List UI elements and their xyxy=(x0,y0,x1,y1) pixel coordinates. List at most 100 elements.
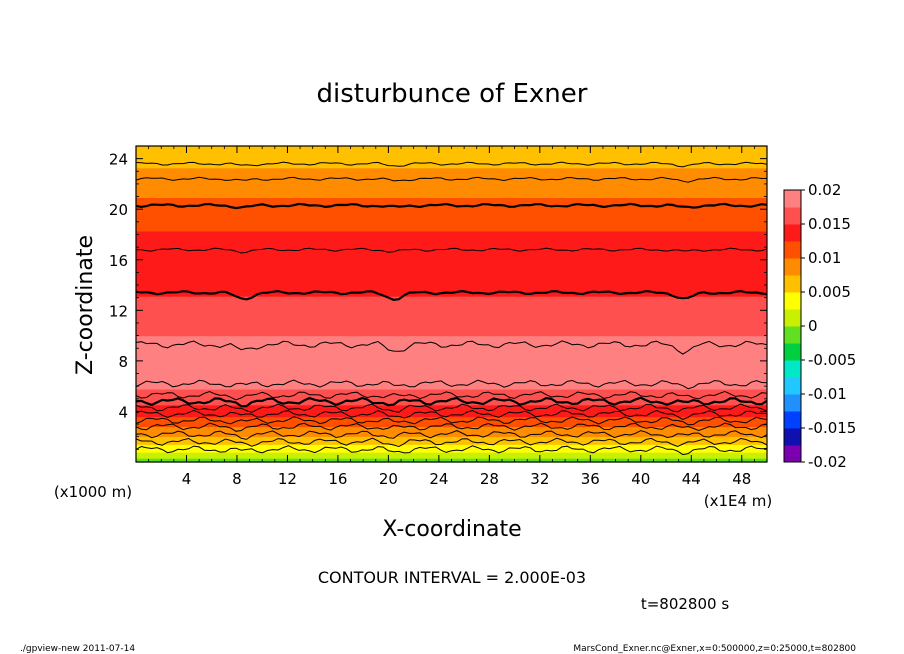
contour-band xyxy=(136,416,767,420)
contour-band xyxy=(136,353,767,356)
contour-band xyxy=(136,155,767,159)
y-axis-label: Z-coordinate xyxy=(73,235,98,375)
contour-band xyxy=(136,402,767,406)
x-tick-label: 40 xyxy=(631,470,650,488)
contour-band xyxy=(136,426,767,430)
x-tick-label: 4 xyxy=(182,470,192,488)
contour-band xyxy=(136,333,767,337)
contour-band xyxy=(136,268,767,272)
contour-band xyxy=(136,209,767,212)
contour-band xyxy=(136,351,767,354)
contour-band xyxy=(136,221,767,224)
contour-band xyxy=(136,446,767,449)
contour-band xyxy=(136,390,767,394)
contour-band xyxy=(136,428,767,431)
colorbar-swatch xyxy=(784,224,801,242)
colorbar-swatch xyxy=(784,360,801,378)
contour-band xyxy=(136,207,767,210)
contour-band xyxy=(136,278,767,281)
x-tick-label: 48 xyxy=(732,470,751,488)
contour-band xyxy=(136,319,767,323)
contour-band xyxy=(136,424,767,428)
contour-band xyxy=(136,240,767,244)
contour-band xyxy=(136,201,767,204)
plot-area xyxy=(135,145,768,463)
contour-band xyxy=(136,327,767,331)
contour-band xyxy=(136,252,767,256)
contour-band xyxy=(136,436,767,439)
colorbar-swatch xyxy=(784,411,801,429)
contour-band xyxy=(136,454,767,457)
contour-band xyxy=(136,226,767,230)
contour-band xyxy=(136,171,767,175)
y-tick-label: 24 xyxy=(109,151,128,169)
contour-band xyxy=(136,211,767,214)
contour-band xyxy=(136,349,767,352)
footer-left: ./gpview-new 2011-07-14 xyxy=(20,644,135,654)
contour-band xyxy=(136,262,767,266)
contour-band xyxy=(136,286,767,289)
contour-band xyxy=(136,149,767,153)
contour-band xyxy=(136,302,767,305)
contour-band xyxy=(136,305,767,309)
contour-band xyxy=(136,359,767,362)
colorbar-label: 0 xyxy=(808,317,818,335)
contour-band xyxy=(136,264,767,268)
colorbar-label: 0.02 xyxy=(808,181,841,199)
contour-band xyxy=(136,335,767,339)
x-tick-label: 44 xyxy=(682,470,701,488)
contour-line xyxy=(135,437,768,448)
contour-band xyxy=(136,242,767,246)
contour-band xyxy=(136,450,767,453)
contour-band xyxy=(136,361,767,364)
contour-band xyxy=(136,329,767,333)
contour-band xyxy=(136,408,767,412)
colorbar-label: -0.005 xyxy=(808,351,856,369)
contour-line xyxy=(135,409,768,420)
contour-band xyxy=(136,296,767,299)
contour-band xyxy=(136,345,767,349)
contour-band xyxy=(136,383,767,386)
contour-band xyxy=(136,215,767,218)
contour-band xyxy=(136,412,767,416)
contour-line xyxy=(135,422,768,432)
contour-band xyxy=(136,266,767,270)
contour-band xyxy=(136,173,767,177)
colorbar-swatch xyxy=(784,343,801,361)
contour-band xyxy=(136,159,767,163)
contour-band xyxy=(136,337,767,341)
contour-band xyxy=(136,379,767,382)
contour-band xyxy=(136,298,767,301)
contour-band xyxy=(136,205,767,208)
contour-band xyxy=(136,420,767,424)
contour-band xyxy=(136,165,767,169)
x-tick-label: 12 xyxy=(278,470,297,488)
contour-line xyxy=(135,340,768,355)
chart-title: disturbunce of Exner xyxy=(317,79,588,109)
contour-band xyxy=(136,284,767,287)
contour-band xyxy=(136,151,767,155)
x-ticks: 4 8 12 16 20 24 28 32 36 40 44 48 xyxy=(148,146,755,488)
contour-band xyxy=(136,418,767,422)
contour-band xyxy=(136,177,767,181)
contour-band xyxy=(136,197,767,200)
contour-band xyxy=(136,256,767,260)
contour-band xyxy=(136,189,767,193)
y-tick-label: 16 xyxy=(109,252,128,270)
contour-band xyxy=(136,167,767,171)
contour-band xyxy=(136,236,767,240)
contour-band xyxy=(136,181,767,185)
contour-band xyxy=(136,254,767,258)
colorbar-swatch xyxy=(784,258,801,276)
contour-band xyxy=(136,193,767,196)
contour-line xyxy=(135,403,768,413)
contour-band xyxy=(136,311,767,315)
contour-band xyxy=(136,282,767,285)
contour-band xyxy=(136,223,767,226)
contour-band xyxy=(136,373,767,376)
contour-band xyxy=(136,274,767,277)
contour-line xyxy=(135,379,768,390)
colorbar-swatch xyxy=(784,190,801,208)
colorbar-swatch xyxy=(784,309,801,327)
contour-band xyxy=(136,400,767,404)
